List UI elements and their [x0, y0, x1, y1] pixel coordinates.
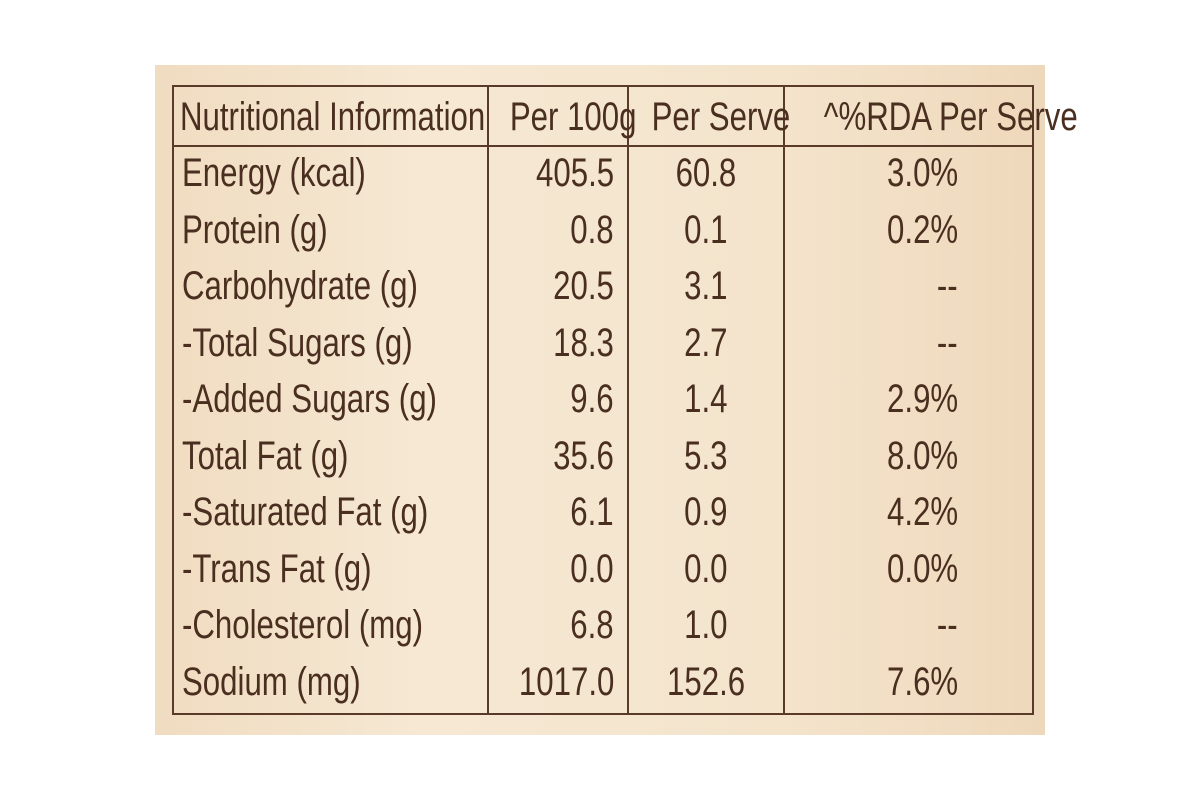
- value-cell-text: 405.5: [535, 151, 614, 195]
- nutrient-cell-text: -Trans Fat (g): [182, 546, 372, 591]
- value-cell-text: 9.6: [570, 377, 614, 421]
- value-cell: 5.3: [632, 428, 780, 484]
- value-cell-text: 2.9%: [886, 377, 958, 421]
- value-cell: 1.4: [632, 371, 780, 427]
- nutrient-cell-text: Total Fat (g): [182, 433, 349, 478]
- value-cell: 0.8: [492, 202, 614, 258]
- nutrient-cell-text: Protein (g): [182, 207, 328, 252]
- nutrient-cell-text: -Added Sugars (g): [182, 377, 437, 421]
- value-cell: 3.1: [632, 258, 780, 314]
- nutrient-cell: Carbohydrate (g): [182, 258, 482, 314]
- value-cell-text: 35.6: [553, 433, 614, 478]
- value-cell: 1.0: [632, 597, 780, 653]
- value-cell-text: 2.7: [684, 320, 728, 365]
- value-cell-text: 152.6: [666, 659, 746, 704]
- divider: [487, 87, 489, 713]
- value-cell-text: 8.0%: [886, 433, 958, 478]
- label: [155, 65, 1045, 735]
- value-cell: 0.9: [632, 484, 780, 540]
- value-cell: 152.6: [632, 654, 780, 710]
- nutrition-table: Nutritional Information Per 100g Per Serve…: [172, 85, 1078, 715]
- header-cell: Per 100g: [492, 89, 637, 145]
- value-cell: 0.0: [632, 541, 780, 597]
- value-cell: --: [788, 597, 958, 653]
- value-cell: 4.2%: [788, 484, 958, 540]
- value-cell: 1017.0: [492, 654, 614, 710]
- value-cell-text: --: [937, 320, 958, 365]
- value-cell: 2.7: [632, 315, 780, 371]
- value-cell-text: 0.1: [684, 207, 728, 252]
- value-cell-text: 18.3: [553, 320, 614, 365]
- nutrient-cell-text: -Saturated Fat (g): [182, 490, 429, 534]
- value-cell-text: 6.1: [570, 490, 614, 534]
- value-cell-text: 0.2%: [886, 207, 958, 252]
- value-cell: 3.0%: [788, 145, 958, 201]
- value-cell-text: 1.4: [684, 377, 728, 421]
- divider: [627, 87, 629, 713]
- value-cell-text: 60.8: [675, 151, 737, 195]
- nutrient-cell: -Total Sugars (g): [182, 315, 482, 371]
- value-cell: 6.1: [492, 484, 614, 540]
- value-cell: 35.6: [492, 428, 614, 484]
- value-cell-text: --: [937, 603, 958, 647]
- value-cell-text: 0.8: [570, 207, 614, 252]
- header-cell: Per Serve: [632, 89, 791, 145]
- value-cell-text: 7.6%: [886, 659, 958, 704]
- header-cell: Nutritional Information: [180, 89, 485, 145]
- value-cell: 2.9%: [788, 371, 958, 427]
- nutrient-cell: -Cholesterol (mg): [182, 597, 482, 653]
- value-cell: --: [788, 315, 958, 371]
- value-cell: 0.0: [492, 541, 614, 597]
- value-cell-text: 3.0%: [886, 151, 958, 195]
- value-cell: 8.0%: [788, 428, 958, 484]
- nutrient-cell-text: Carbohydrate (g): [182, 264, 418, 308]
- header-cell-text: Nutritional Information: [180, 95, 486, 139]
- nutrient-cell-text: -Cholesterol (mg): [182, 603, 423, 647]
- value-cell: 20.5: [492, 258, 614, 314]
- value-cell-text: 0.0%: [886, 546, 958, 591]
- nutrient-cell: -Saturated Fat (g): [182, 484, 482, 540]
- nutrient-cell: Energy (kcal): [182, 145, 482, 201]
- nutrient-cell: -Added Sugars (g): [182, 371, 482, 427]
- header-cell: ^%RDA Per Serve: [788, 89, 1078, 145]
- value-cell-text: 0.0: [570, 546, 614, 591]
- value-cell-text: 4.2%: [886, 490, 958, 534]
- nutrient-cell-text: Energy (kcal): [182, 151, 366, 195]
- value-cell-text: --: [937, 264, 958, 308]
- value-cell: 6.8: [492, 597, 614, 653]
- value-cell: 18.3: [492, 315, 614, 371]
- nutrient-cell: Total Fat (g): [182, 428, 482, 484]
- value-cell-text: 1017.0: [518, 659, 615, 704]
- value-cell-text: 20.5: [553, 264, 614, 308]
- divider: [174, 145, 1032, 147]
- value-cell: --: [788, 258, 958, 314]
- value-cell-text: 1.0: [684, 603, 728, 647]
- value-cell-text: 0.0: [684, 546, 728, 591]
- header-cell-text: ^%RDA Per Serve: [823, 95, 1078, 139]
- nutrient-cell: -Trans Fat (g): [182, 541, 482, 597]
- nutrient-cell-text: -Total Sugars (g): [182, 320, 413, 365]
- nutrient-cell: Sodium (mg): [182, 654, 482, 710]
- value-cell: 0.2%: [788, 202, 958, 258]
- nutrient-cell: Protein (g): [182, 202, 482, 258]
- value-cell: 7.6%: [788, 654, 958, 710]
- value-cell: 0.0%: [788, 541, 958, 597]
- value-cell: 0.1: [632, 202, 780, 258]
- value-cell-text: 3.1: [684, 264, 728, 308]
- value-cell: 405.5: [492, 145, 614, 201]
- value-cell-text: 0.9: [684, 490, 728, 534]
- header-cell-text: Per Serve: [651, 95, 791, 139]
- header-cell-text: Per 100g: [509, 95, 637, 139]
- nutrient-cell-text: Sodium (mg): [182, 659, 361, 704]
- value-cell-text: 6.8: [570, 603, 614, 647]
- value-cell-text: 5.3: [684, 433, 728, 478]
- value-cell: 60.8: [632, 145, 780, 201]
- value-cell: 9.6: [492, 371, 614, 427]
- divider: [783, 87, 785, 713]
